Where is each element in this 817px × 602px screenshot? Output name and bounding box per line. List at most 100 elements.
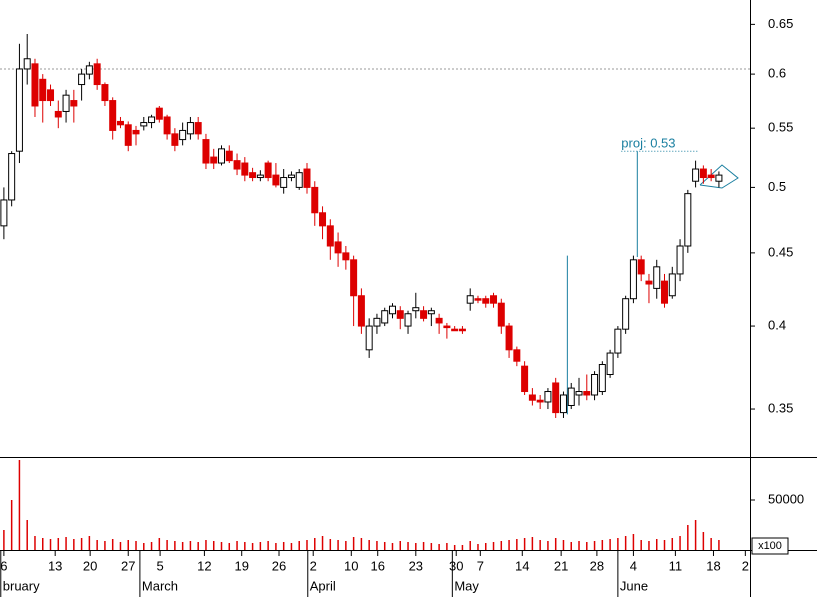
candle-body <box>47 89 55 102</box>
candle-body <box>109 100 117 131</box>
candle-body <box>458 328 466 332</box>
x-tick-label: 16 <box>370 558 384 573</box>
candle-body <box>202 139 210 164</box>
candle-body <box>70 100 78 107</box>
candle-body <box>505 325 513 351</box>
month-label: March <box>142 578 178 593</box>
candle-body <box>536 399 544 403</box>
candle-body <box>583 391 591 396</box>
candle-body <box>420 310 428 319</box>
candle-body <box>365 325 373 351</box>
candle-body <box>388 305 396 315</box>
candle-body <box>474 298 482 301</box>
candle-body <box>645 280 653 285</box>
candle-body <box>559 394 567 414</box>
candle-body <box>163 116 171 135</box>
x-tick-label: 11 <box>669 558 683 573</box>
candle-body <box>85 65 93 75</box>
candle-body <box>225 150 233 162</box>
candle-body <box>287 174 295 179</box>
candle-body <box>148 116 156 124</box>
x-tick-label: 13 <box>48 558 62 573</box>
candle-body <box>699 168 707 179</box>
candle-body <box>707 174 715 179</box>
candle-body <box>357 295 365 327</box>
candle-body <box>101 84 109 102</box>
candle-body <box>544 391 552 403</box>
triangle-pattern <box>699 164 739 189</box>
x-tick-label: 12 <box>197 558 211 573</box>
month-label: April <box>310 578 336 593</box>
candle-body <box>15 68 23 152</box>
candle-body <box>334 241 342 254</box>
candle-body <box>404 313 412 327</box>
x-tick-label: 7 <box>477 558 484 573</box>
candle-body <box>186 122 194 135</box>
candle-body <box>210 156 218 164</box>
candle-body <box>8 153 16 201</box>
candle-body <box>575 391 583 396</box>
x-tick-label: 4 <box>630 558 637 573</box>
x-tick-label: 30 <box>449 558 463 573</box>
candle-body <box>171 133 179 146</box>
candle-body <box>591 374 599 396</box>
candle-body <box>249 172 257 179</box>
candle-body <box>31 63 39 107</box>
candle-body <box>622 298 630 330</box>
candle-body <box>295 172 303 188</box>
candle-body <box>54 110 62 118</box>
x-tick-label: 2 <box>742 558 749 573</box>
candle-body <box>280 177 288 188</box>
candle-body <box>606 352 614 376</box>
candle-body <box>490 295 498 304</box>
candle-body <box>194 122 202 135</box>
candle-body <box>218 148 226 164</box>
candle-body <box>124 124 132 146</box>
candle-body <box>412 307 420 312</box>
x-tick-label: 18 <box>706 558 720 573</box>
candle-body <box>598 364 606 393</box>
x-tick-label: 6 <box>0 558 7 573</box>
month-label: May <box>454 578 479 593</box>
candle-body <box>513 349 521 362</box>
y-tick-label: 0.65 <box>768 16 793 31</box>
candle-body <box>521 365 529 393</box>
candle-body <box>241 162 249 176</box>
candle-body <box>350 259 358 297</box>
candle-body <box>715 174 723 182</box>
candle-body <box>443 325 451 329</box>
candle-body <box>567 387 575 406</box>
y-tick-label: 0.45 <box>768 244 793 259</box>
y-tick-label: 0.4 <box>768 317 786 332</box>
y-tick-label: 0.35 <box>768 400 793 415</box>
candle-body <box>373 317 381 327</box>
candle-body <box>303 168 311 188</box>
candle-body <box>23 58 31 70</box>
candle-body <box>435 317 443 324</box>
x-tick-label: 20 <box>83 558 97 573</box>
candle-body <box>661 280 669 304</box>
candle-body <box>497 302 505 327</box>
candle-body <box>668 273 676 297</box>
x-tick-label: 23 <box>409 558 423 573</box>
y-tick-label: 0.6 <box>768 66 786 81</box>
candle-body <box>326 225 334 247</box>
x-tick-label: 27 <box>121 558 135 573</box>
x-tick-label: 5 <box>156 558 163 573</box>
projection-label: proj: 0.53 <box>621 136 675 151</box>
candle-body <box>692 168 700 182</box>
candle-body <box>637 259 645 275</box>
candle-body <box>451 328 459 332</box>
candle-body <box>684 193 692 247</box>
y-tick-label: 0.5 <box>768 179 786 194</box>
candle-body <box>264 162 272 179</box>
candle-body <box>179 129 187 141</box>
candle-body <box>0 199 8 227</box>
candle-body <box>396 310 404 319</box>
candle-body <box>614 328 622 354</box>
candle-body <box>140 122 148 127</box>
candle-body <box>155 107 163 120</box>
candle-body <box>466 295 474 304</box>
candle-body <box>342 252 350 261</box>
